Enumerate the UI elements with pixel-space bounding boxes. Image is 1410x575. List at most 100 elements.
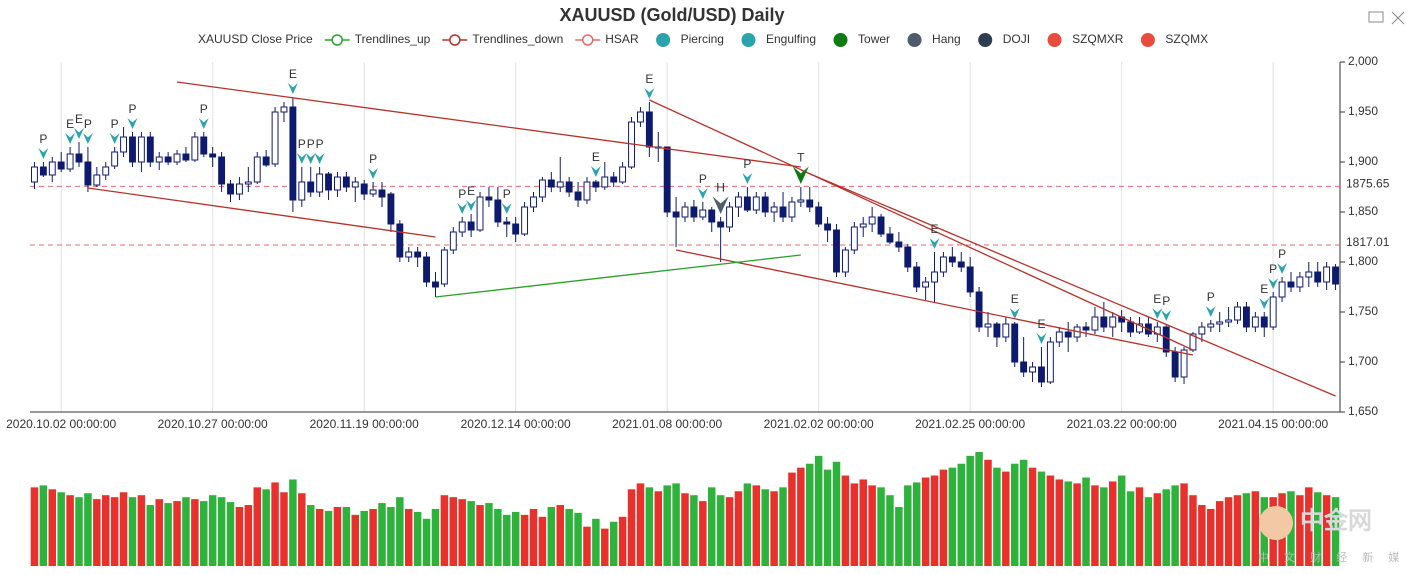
pattern-label: P: [39, 132, 47, 146]
candle-body: [423, 256, 431, 283]
candle-body: [120, 136, 128, 153]
candle-body: [806, 199, 814, 208]
candle-body: [1011, 323, 1019, 363]
volume-bar: [520, 514, 529, 566]
volume-bar: [921, 477, 930, 566]
zoom-icon[interactable]: [1368, 11, 1384, 23]
candle-body: [1314, 271, 1322, 283]
candle-body: [1136, 323, 1143, 333]
candle-body: [1269, 296, 1277, 328]
volume-bar: [565, 508, 573, 566]
candle-body: [405, 251, 413, 258]
volume-bar: [191, 499, 199, 566]
volume-bar: [1198, 505, 1206, 566]
candle-body: [1225, 319, 1233, 323]
candle-body: [209, 153, 217, 158]
candle-body: [1251, 316, 1259, 328]
toolbox[interactable]: [1368, 11, 1405, 25]
volume-bar: [725, 497, 734, 566]
volume-bar: [993, 467, 1001, 566]
legend-icon: [907, 33, 922, 47]
candle-body: [1091, 316, 1099, 331]
candle-body: [476, 196, 484, 231]
legend-label[interactable]: Trendlines_down: [472, 32, 563, 46]
pattern-marker: [792, 166, 809, 184]
pattern-label: E: [592, 150, 600, 164]
pattern-marker: [466, 200, 477, 211]
legend-label[interactable]: Piercing: [681, 32, 724, 46]
volume-bar: [654, 491, 663, 566]
candle-body: [583, 181, 591, 201]
candle-body: [1046, 341, 1054, 383]
volume-bar: [1144, 497, 1153, 566]
legend-label[interactable]: Tower: [858, 32, 890, 46]
candle-body: [1287, 281, 1295, 288]
legend-label[interactable]: SZQMX: [1165, 32, 1208, 46]
candle-body: [779, 206, 787, 218]
legend-label[interactable]: HSAR: [605, 32, 639, 46]
candle-body: [868, 216, 876, 225]
legend: XAUUSD Close Price Trendlines_up Trendline…: [198, 32, 1208, 47]
volume-bar: [1224, 497, 1233, 566]
candle-body: [708, 209, 716, 223]
volume-bar: [1207, 508, 1215, 566]
volume-bar: [1233, 495, 1242, 566]
volume-bar: [1100, 487, 1108, 566]
pattern-marker: [697, 188, 708, 199]
reset-icon[interactable]: [1391, 11, 1405, 25]
volume-bar: [102, 495, 110, 566]
pattern-label: P: [200, 102, 208, 116]
volume-bar: [57, 492, 65, 566]
pattern-label: P: [699, 172, 707, 186]
volume-bar: [574, 512, 582, 566]
y-tick-label: 1,800: [1348, 254, 1378, 268]
candle-body: [467, 221, 475, 231]
candle-body: [191, 136, 199, 161]
candle-body: [1055, 331, 1063, 343]
trendline: [800, 169, 1336, 397]
volume-bar: [298, 493, 306, 566]
candle-body: [877, 216, 885, 235]
legend-label[interactable]: SZQMXR: [1072, 32, 1124, 46]
legend-label[interactable]: Trendlines_up: [355, 32, 431, 46]
volume-bar: [200, 501, 208, 566]
candle-body: [289, 106, 297, 201]
volume-bar: [511, 511, 520, 566]
legend-label[interactable]: DOJI: [1003, 32, 1030, 46]
pattern-label: E: [1011, 292, 1019, 306]
pattern-marker: [1161, 310, 1172, 321]
candle-body: [316, 173, 324, 193]
volume-bar: [797, 467, 805, 566]
volume-bar: [814, 455, 823, 566]
candle-body: [298, 181, 306, 201]
volume-bar: [458, 499, 466, 566]
legend-label[interactable]: XAUUSD Close Price: [198, 32, 313, 46]
legend-label[interactable]: Hang: [932, 32, 961, 46]
volume-bar: [422, 518, 431, 566]
legend-icon: [449, 34, 461, 46]
volume-bar: [128, 497, 137, 566]
candle-body: [39, 166, 47, 176]
candle-body: [1180, 349, 1188, 378]
volume-bar: [84, 493, 92, 566]
pattern-marker: [74, 128, 85, 139]
volume-bar: [636, 483, 645, 566]
volume-bar: [556, 505, 564, 566]
watermark: 中金网 中 文 财 经 新 媒 体: [1258, 506, 1410, 564]
candle-body: [886, 233, 894, 243]
pattern-marker: [368, 168, 379, 179]
pattern-label: E: [289, 67, 297, 81]
volume-bar: [369, 508, 377, 566]
candle-body: [155, 156, 163, 163]
pattern-marker: [198, 118, 209, 129]
pattern-label: H: [716, 181, 725, 195]
legend-label[interactable]: Engulfing: [766, 32, 816, 46]
volume-bar: [957, 463, 966, 566]
candle-body: [1207, 323, 1215, 328]
plot: 2020.10.02 00:00:00 2020.10.27 00:00:00 20…: [6, 54, 1390, 566]
volume-bar: [271, 482, 279, 566]
pattern-marker: [929, 238, 940, 249]
candle-body: [859, 223, 867, 228]
candle-body: [1242, 306, 1250, 328]
